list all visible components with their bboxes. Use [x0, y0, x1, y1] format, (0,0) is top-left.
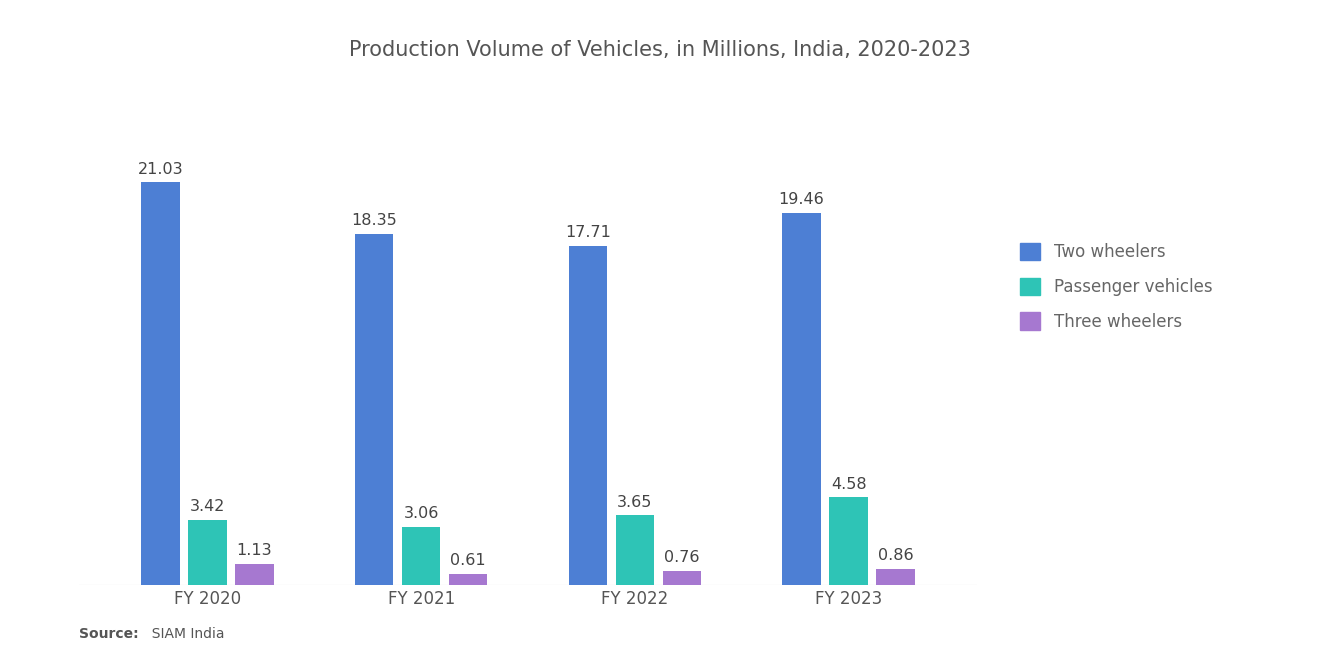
Legend: Two wheelers, Passenger vehicles, Three wheelers: Two wheelers, Passenger vehicles, Three … [1012, 235, 1221, 339]
Text: 19.46: 19.46 [779, 192, 825, 207]
Bar [401, 527, 441, 585]
Text: 4.58: 4.58 [830, 477, 866, 491]
Text: 3.65: 3.65 [618, 495, 652, 509]
Text: 0.86: 0.86 [878, 548, 913, 563]
Bar [783, 213, 821, 585]
Bar [876, 569, 915, 585]
Bar [569, 246, 607, 585]
Text: 3.42: 3.42 [190, 499, 226, 514]
Text: 0.61: 0.61 [450, 553, 486, 568]
Text: Source:: Source: [79, 627, 139, 642]
Text: 17.71: 17.71 [565, 225, 611, 240]
Text: 1.13: 1.13 [236, 543, 272, 558]
Text: Production Volume of Vehicles, in Millions, India, 2020-2023: Production Volume of Vehicles, in Millio… [348, 40, 972, 60]
Text: 3.06: 3.06 [404, 506, 438, 521]
Text: 0.76: 0.76 [664, 550, 700, 565]
Text: 21.03: 21.03 [137, 162, 183, 177]
Text: 18.35: 18.35 [351, 213, 397, 228]
Bar [355, 234, 393, 585]
Bar [141, 182, 180, 585]
Bar [615, 515, 655, 585]
Text: SIAM India: SIAM India [143, 627, 224, 642]
Bar [449, 573, 487, 585]
Bar [189, 520, 227, 585]
Bar [663, 571, 701, 585]
Bar [829, 497, 867, 585]
Bar [235, 563, 273, 585]
